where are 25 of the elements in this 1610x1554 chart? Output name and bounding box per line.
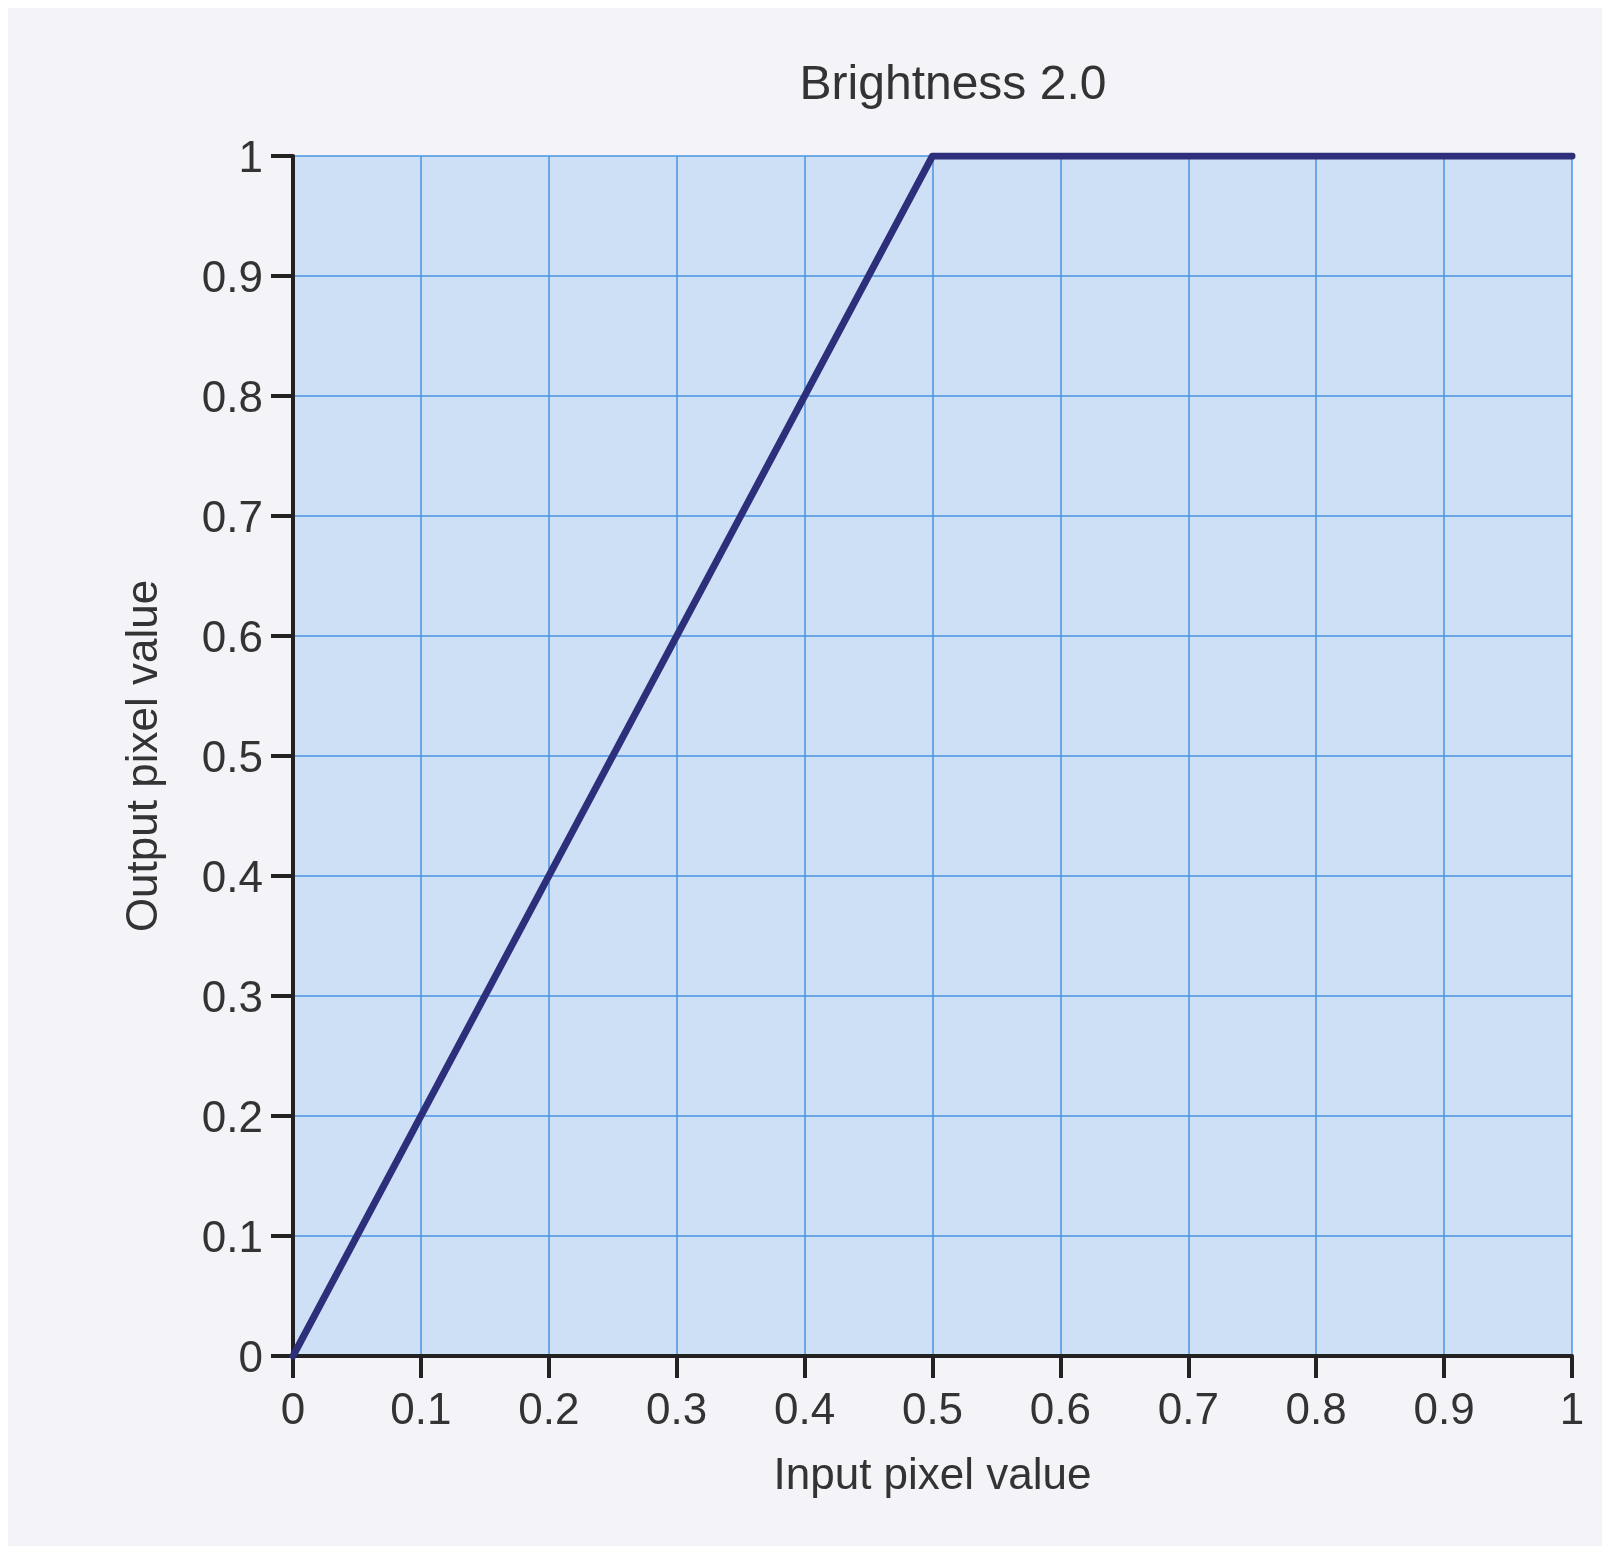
x-tick-label: 0.6 [1029,1383,1091,1433]
y-tick-label: 0.4 [201,851,263,901]
x-tick-label: 0.4 [774,1383,836,1433]
x-tick-label: 0 [280,1383,306,1433]
y-tick-label: 0.3 [201,971,263,1021]
y-tick-label: 0.6 [201,611,263,661]
y-tick-label: 0 [238,1331,263,1381]
y-tick-label: 0.2 [201,1091,263,1141]
x-tick-label: 0.2 [518,1383,580,1433]
y-tick-label: 1 [238,131,263,181]
chart-title: Brightness 2.0 [799,55,1107,109]
y-tick-label: 0.8 [201,371,263,421]
x-tick-label: 0.7 [1157,1383,1219,1433]
y-axis-title: Output pixel value [116,579,166,933]
x-tick-label: 0.1 [390,1383,452,1433]
x-tick-label: 0.3 [646,1383,708,1433]
x-axis-title: Input pixel value [773,1448,1092,1498]
y-tick-label: 0.5 [201,731,263,781]
x-tick-label: 1 [1559,1383,1585,1433]
x-tick-label: 0.5 [901,1383,964,1433]
y-tick-label: 0.7 [201,491,263,541]
x-tick-label: 0.8 [1285,1383,1347,1433]
y-tick-label: 0.9 [201,251,263,301]
x-tick-label: 0.9 [1413,1383,1475,1433]
y-tick-label: 0.1 [201,1211,263,1261]
